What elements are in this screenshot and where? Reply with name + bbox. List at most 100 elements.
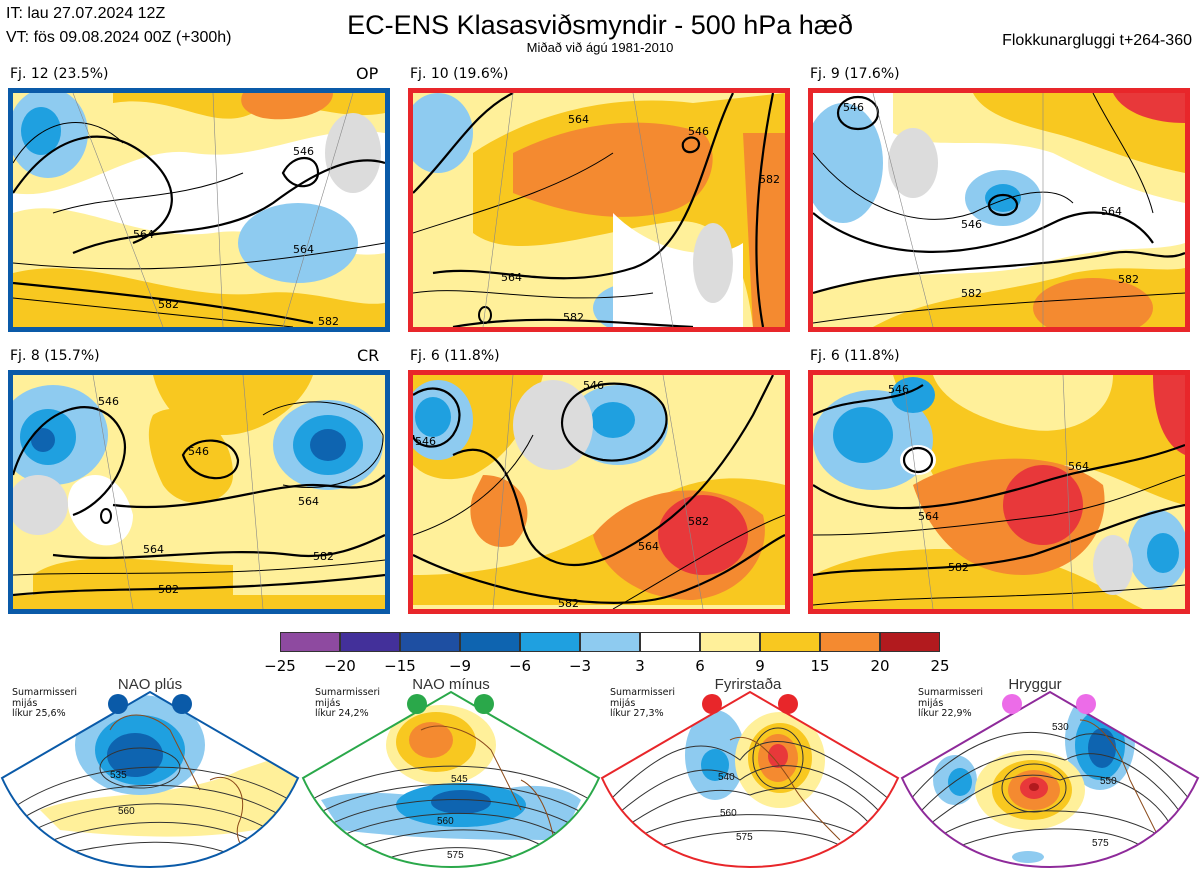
contour-label: 582 [688,515,709,528]
regime-marker-dot [108,694,128,714]
contour-label: 564 [918,510,939,523]
contour-label: 582 [948,561,969,574]
colorbar-tick: −20 [324,657,356,675]
colorbar-tick: −15 [384,657,416,675]
regime-likelihood: líkur 22,9% [918,708,972,719]
contour-label: 582 [563,311,584,324]
regime-basis: mijás [610,697,636,709]
regime-likelihood: líkur 24,2% [315,708,369,719]
cluster-map-2: 546 564 564 582 582 [408,88,790,332]
contour-label: 582 [158,298,179,311]
contour-label: 560 [720,808,737,819]
colorbar-tick: 15 [810,657,830,675]
regime-basis: mijás [12,697,38,709]
contour-label: 546 [583,379,604,392]
contour-label: 564 [568,113,589,126]
panel-3-label: Fj. 9 (17.6%) [810,66,900,82]
colorbar-segment [340,632,400,652]
contour-label: 564 [638,540,659,553]
colorbar-segment [760,632,820,652]
regime-basis: mijás [315,697,341,709]
regime-1-name: NAO plús [117,676,183,693]
regime-2-info: Sumarmisseri mijás líkur 24,2% [315,687,380,720]
contour-label: 550 [1100,776,1117,787]
colorbar-tick: 9 [755,657,765,675]
colorbar-segment [460,632,520,652]
regime-marker-dot [1002,694,1022,714]
contour-label: 582 [558,597,579,609]
contour-label: 564 [143,543,164,556]
regime-basis: mijás [918,697,944,709]
page-subtitle: Miðað við ágú 1981-2010 [526,40,674,55]
contour-label: 546 [98,395,119,408]
contour-label: 582 [759,173,780,186]
colorbar-tick: 20 [870,657,890,675]
regime-1-info: Sumarmisseri mijás líkur 25,6% [12,687,78,720]
contour-label: 564 [501,271,522,284]
colorbar-tick: −9 [448,657,472,675]
regime-4-map: 530 550 575 [900,690,1200,869]
regime-3-name: Fyrirstaða [714,676,782,693]
regime-likelihood: líkur 25,6% [12,708,66,719]
colorbar-tick: 25 [930,657,950,675]
contour-label: 564 [133,228,154,241]
regime-marker-dot [474,694,494,714]
contour-label: 564 [298,495,319,508]
cluster-map-4: 546 546 564 564 582 582 [8,370,390,614]
contour-label: 575 [1092,838,1109,849]
regime-1-map: 535 560 [0,690,300,869]
contour-label: 546 [688,125,709,138]
colorbar-tick: 3 [635,657,645,675]
contour-label: 560 [437,816,454,827]
regime-season: Sumarmisseri [918,687,984,698]
contour-label: 535 [110,770,127,781]
colorbar-segment [580,632,640,652]
contour-label: 564 [1068,460,1089,473]
colorbar-tick: −25 [264,657,296,675]
panel-1-label: Fj. 12 (23.5%) [10,66,109,82]
panel-4-tag: CR [357,346,380,365]
contour-label: 582 [158,583,179,596]
panel-4-label: Fj. 8 (15.7%) [10,348,100,364]
regime-3-info: Sumarmisseri mijás líkur 27,3% [610,687,676,720]
contour-label: 575 [736,832,753,843]
colorbar-tick: −6 [508,657,532,675]
contour-label: 582 [318,315,339,327]
contour-label: 546 [843,101,864,114]
contour-label: 546 [888,383,909,396]
regime-marker-dot [1076,694,1096,714]
regime-4-info: Sumarmisseri mijás líkur 22,9% [918,687,984,720]
contour-label: 582 [313,550,334,563]
regime-season: Sumarmisseri [610,687,676,698]
contour-label: 546 [188,445,209,458]
cluster-map-1: 546 564 564 582 582 [8,88,390,332]
colorbar-segment [640,632,700,652]
contour-label: 546 [415,435,436,448]
colorbar-tick: 6 [695,657,705,675]
valid-time: VT: fös 09.08.2024 00Z (+300h) [6,29,232,46]
colorbar-segment [280,632,340,652]
contour-label: 546 [293,145,314,158]
colorbar-segment [880,632,940,652]
regime-2-map: 545 560 575 [301,690,601,869]
colorbar-segment [700,632,760,652]
regime-season: Sumarmisseri [12,687,78,698]
panel-2-label: Fj. 10 (19.6%) [410,66,509,82]
contour-label: 546 [961,218,982,231]
regime-4-name: Hryggur [1008,676,1062,693]
colorbar-segment [820,632,880,652]
contour-label: 545 [451,774,468,785]
regime-marker-dot [778,694,798,714]
panel-1-tag: OP [356,64,379,83]
colorbar-tick: −3 [568,657,592,675]
page-title: EC-ENS Klasasviðsmyndir - 500 hPa hæð [347,10,853,40]
cluster-map-3: 546 546 564 582 582 [808,88,1190,332]
regime-likelihood: líkur 27,3% [610,708,664,719]
colorbar-segment [520,632,580,652]
init-time: IT: lau 27.07.2024 12Z [6,5,166,22]
contour-label: 575 [447,850,464,861]
cluster-map-5: 546 546 564 582 582 [408,370,790,614]
contour-label: 530 [1052,722,1069,733]
panel-6-label: Fj. 6 (11.8%) [810,348,900,364]
contour-label: 564 [293,243,314,256]
